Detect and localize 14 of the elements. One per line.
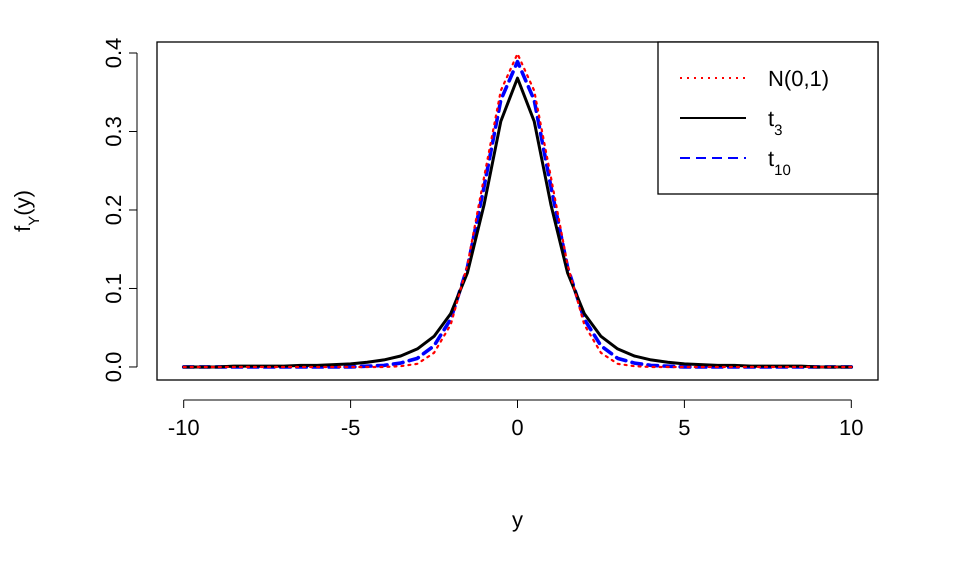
legend-label: t$_{3}$ (768, 106, 782, 138)
x-tick-label: -5 (340, 415, 360, 440)
x-tick-label: 10 (839, 415, 864, 440)
legend-label: t$_{10}$ (768, 146, 791, 178)
x-tick-label: -10 (168, 415, 200, 440)
y-tick-label: 0.0 (101, 352, 126, 382)
x-tick-label: 5 (678, 415, 691, 440)
y-tick-label: 0.4 (101, 38, 126, 68)
y-tick-label: 0.2 (101, 194, 126, 226)
x-axis-title: y (512, 507, 523, 532)
x-tick-label: 0 (511, 415, 524, 440)
y-tick-label: 0.3 (101, 116, 126, 147)
legend-label: N(0,1) (768, 66, 830, 91)
y-tick-label: 0.1 (101, 273, 126, 304)
